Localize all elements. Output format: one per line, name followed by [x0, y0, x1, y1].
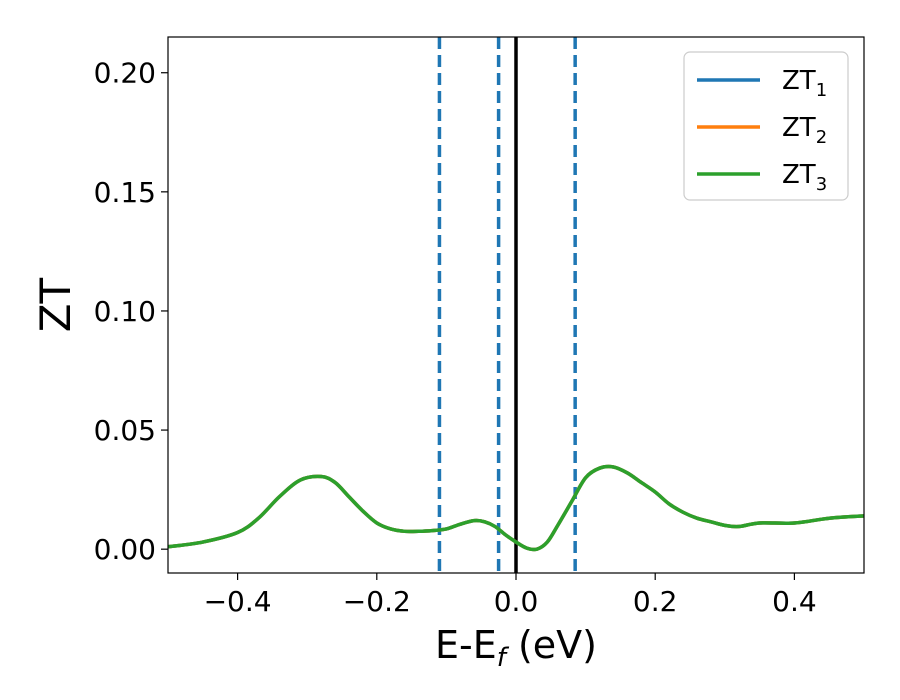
series-line-ZT3 — [167, 464, 865, 552]
x-axis-title: E-Ef (eV) — [435, 623, 597, 673]
y-tick-label: 0.20 — [94, 57, 156, 90]
legend: ZT1 ZT2 ZT3 — [683, 51, 849, 201]
series-lines — [167, 464, 865, 552]
x-axis-title-unit: (eV) — [506, 623, 597, 667]
x-tick-label: 0.0 — [494, 585, 539, 618]
y-tick-label: 0.15 — [94, 176, 156, 209]
x-tick-label: 0.2 — [633, 585, 678, 618]
reference-lines — [437, 37, 577, 573]
x-tick-label: −0.2 — [343, 585, 411, 618]
legend-label-ZT2: ZT2 — [782, 113, 827, 148]
y-axis-ticks: 0.00 0.05 0.10 0.15 0.20 — [94, 57, 168, 566]
legend-label-ZT1: ZT1 — [782, 66, 827, 101]
y-tick-label: 0.00 — [94, 533, 156, 566]
x-tick-label: −0.4 — [204, 585, 272, 618]
legend-label-ZT3: ZT3 — [782, 160, 827, 195]
legend-items: ZT1 ZT2 ZT3 — [697, 66, 827, 195]
x-axis-ticks: −0.4 −0.2 0.0 0.2 0.4 — [204, 573, 817, 618]
x-tick-label: 0.4 — [772, 585, 817, 618]
legend-box — [683, 51, 849, 201]
y-tick-label: 0.10 — [94, 295, 156, 328]
x-axis-title-main: E-E — [435, 623, 497, 667]
y-tick-label: 0.05 — [94, 414, 156, 447]
y-axis-title: ZT — [31, 277, 80, 332]
